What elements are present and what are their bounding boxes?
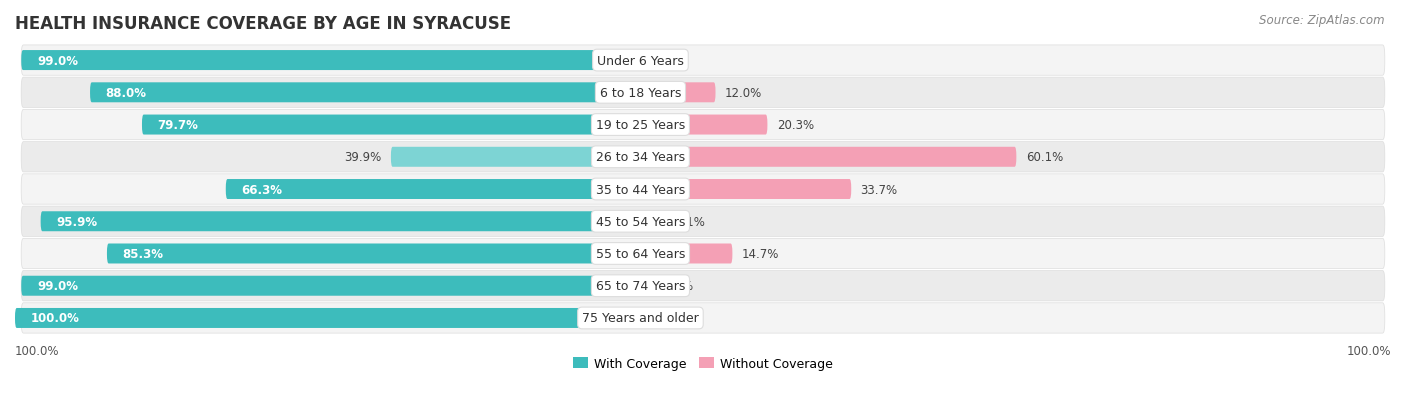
FancyBboxPatch shape (641, 180, 851, 199)
Legend: With Coverage, Without Coverage: With Coverage, Without Coverage (568, 352, 838, 375)
Text: HEALTH INSURANCE COVERAGE BY AGE IN SYRACUSE: HEALTH INSURANCE COVERAGE BY AGE IN SYRA… (15, 15, 512, 33)
FancyBboxPatch shape (41, 212, 641, 232)
Text: 12.0%: 12.0% (725, 87, 762, 100)
FancyBboxPatch shape (641, 147, 1017, 167)
FancyBboxPatch shape (641, 276, 647, 296)
Text: 75 Years and older: 75 Years and older (582, 312, 699, 325)
Text: 85.3%: 85.3% (122, 247, 163, 260)
Text: 100.0%: 100.0% (1347, 344, 1391, 358)
Text: 26 to 34 Years: 26 to 34 Years (596, 151, 685, 164)
FancyBboxPatch shape (21, 174, 1385, 205)
FancyBboxPatch shape (107, 244, 641, 264)
FancyBboxPatch shape (21, 142, 1385, 173)
FancyBboxPatch shape (226, 180, 641, 199)
Text: 65 to 74 Years: 65 to 74 Years (596, 280, 685, 292)
FancyBboxPatch shape (641, 115, 768, 135)
Text: 55 to 64 Years: 55 to 64 Years (596, 247, 685, 260)
Text: 95.9%: 95.9% (56, 215, 97, 228)
FancyBboxPatch shape (21, 46, 1385, 76)
FancyBboxPatch shape (21, 276, 641, 296)
Text: 1.0%: 1.0% (657, 55, 686, 67)
Text: 99.0%: 99.0% (37, 280, 77, 292)
FancyBboxPatch shape (21, 206, 1385, 237)
Text: 99.0%: 99.0% (37, 55, 77, 67)
Text: 6 to 18 Years: 6 to 18 Years (600, 87, 681, 100)
FancyBboxPatch shape (391, 147, 641, 167)
FancyBboxPatch shape (21, 271, 1385, 301)
Text: 20.3%: 20.3% (776, 119, 814, 132)
FancyBboxPatch shape (142, 115, 641, 135)
Text: 79.7%: 79.7% (157, 119, 198, 132)
Text: 39.9%: 39.9% (344, 151, 381, 164)
Text: 33.7%: 33.7% (860, 183, 898, 196)
FancyBboxPatch shape (641, 244, 733, 264)
Text: 100.0%: 100.0% (31, 312, 80, 325)
FancyBboxPatch shape (21, 78, 1385, 108)
Text: 35 to 44 Years: 35 to 44 Years (596, 183, 685, 196)
Text: 60.1%: 60.1% (1026, 151, 1063, 164)
Text: 66.3%: 66.3% (242, 183, 283, 196)
Text: 88.0%: 88.0% (105, 87, 146, 100)
Text: 0.0%: 0.0% (650, 312, 679, 325)
Text: 4.1%: 4.1% (675, 215, 706, 228)
FancyBboxPatch shape (21, 110, 1385, 140)
Text: Source: ZipAtlas.com: Source: ZipAtlas.com (1260, 14, 1385, 27)
Text: 0.98%: 0.98% (657, 280, 693, 292)
FancyBboxPatch shape (21, 51, 641, 71)
Text: Under 6 Years: Under 6 Years (598, 55, 683, 67)
Text: 19 to 25 Years: 19 to 25 Years (596, 119, 685, 132)
Text: 14.7%: 14.7% (742, 247, 779, 260)
Text: 100.0%: 100.0% (15, 344, 59, 358)
FancyBboxPatch shape (21, 303, 1385, 333)
FancyBboxPatch shape (21, 239, 1385, 269)
FancyBboxPatch shape (15, 308, 641, 328)
FancyBboxPatch shape (641, 83, 716, 103)
FancyBboxPatch shape (641, 51, 647, 71)
FancyBboxPatch shape (90, 83, 641, 103)
Text: 45 to 54 Years: 45 to 54 Years (596, 215, 685, 228)
FancyBboxPatch shape (641, 212, 666, 232)
